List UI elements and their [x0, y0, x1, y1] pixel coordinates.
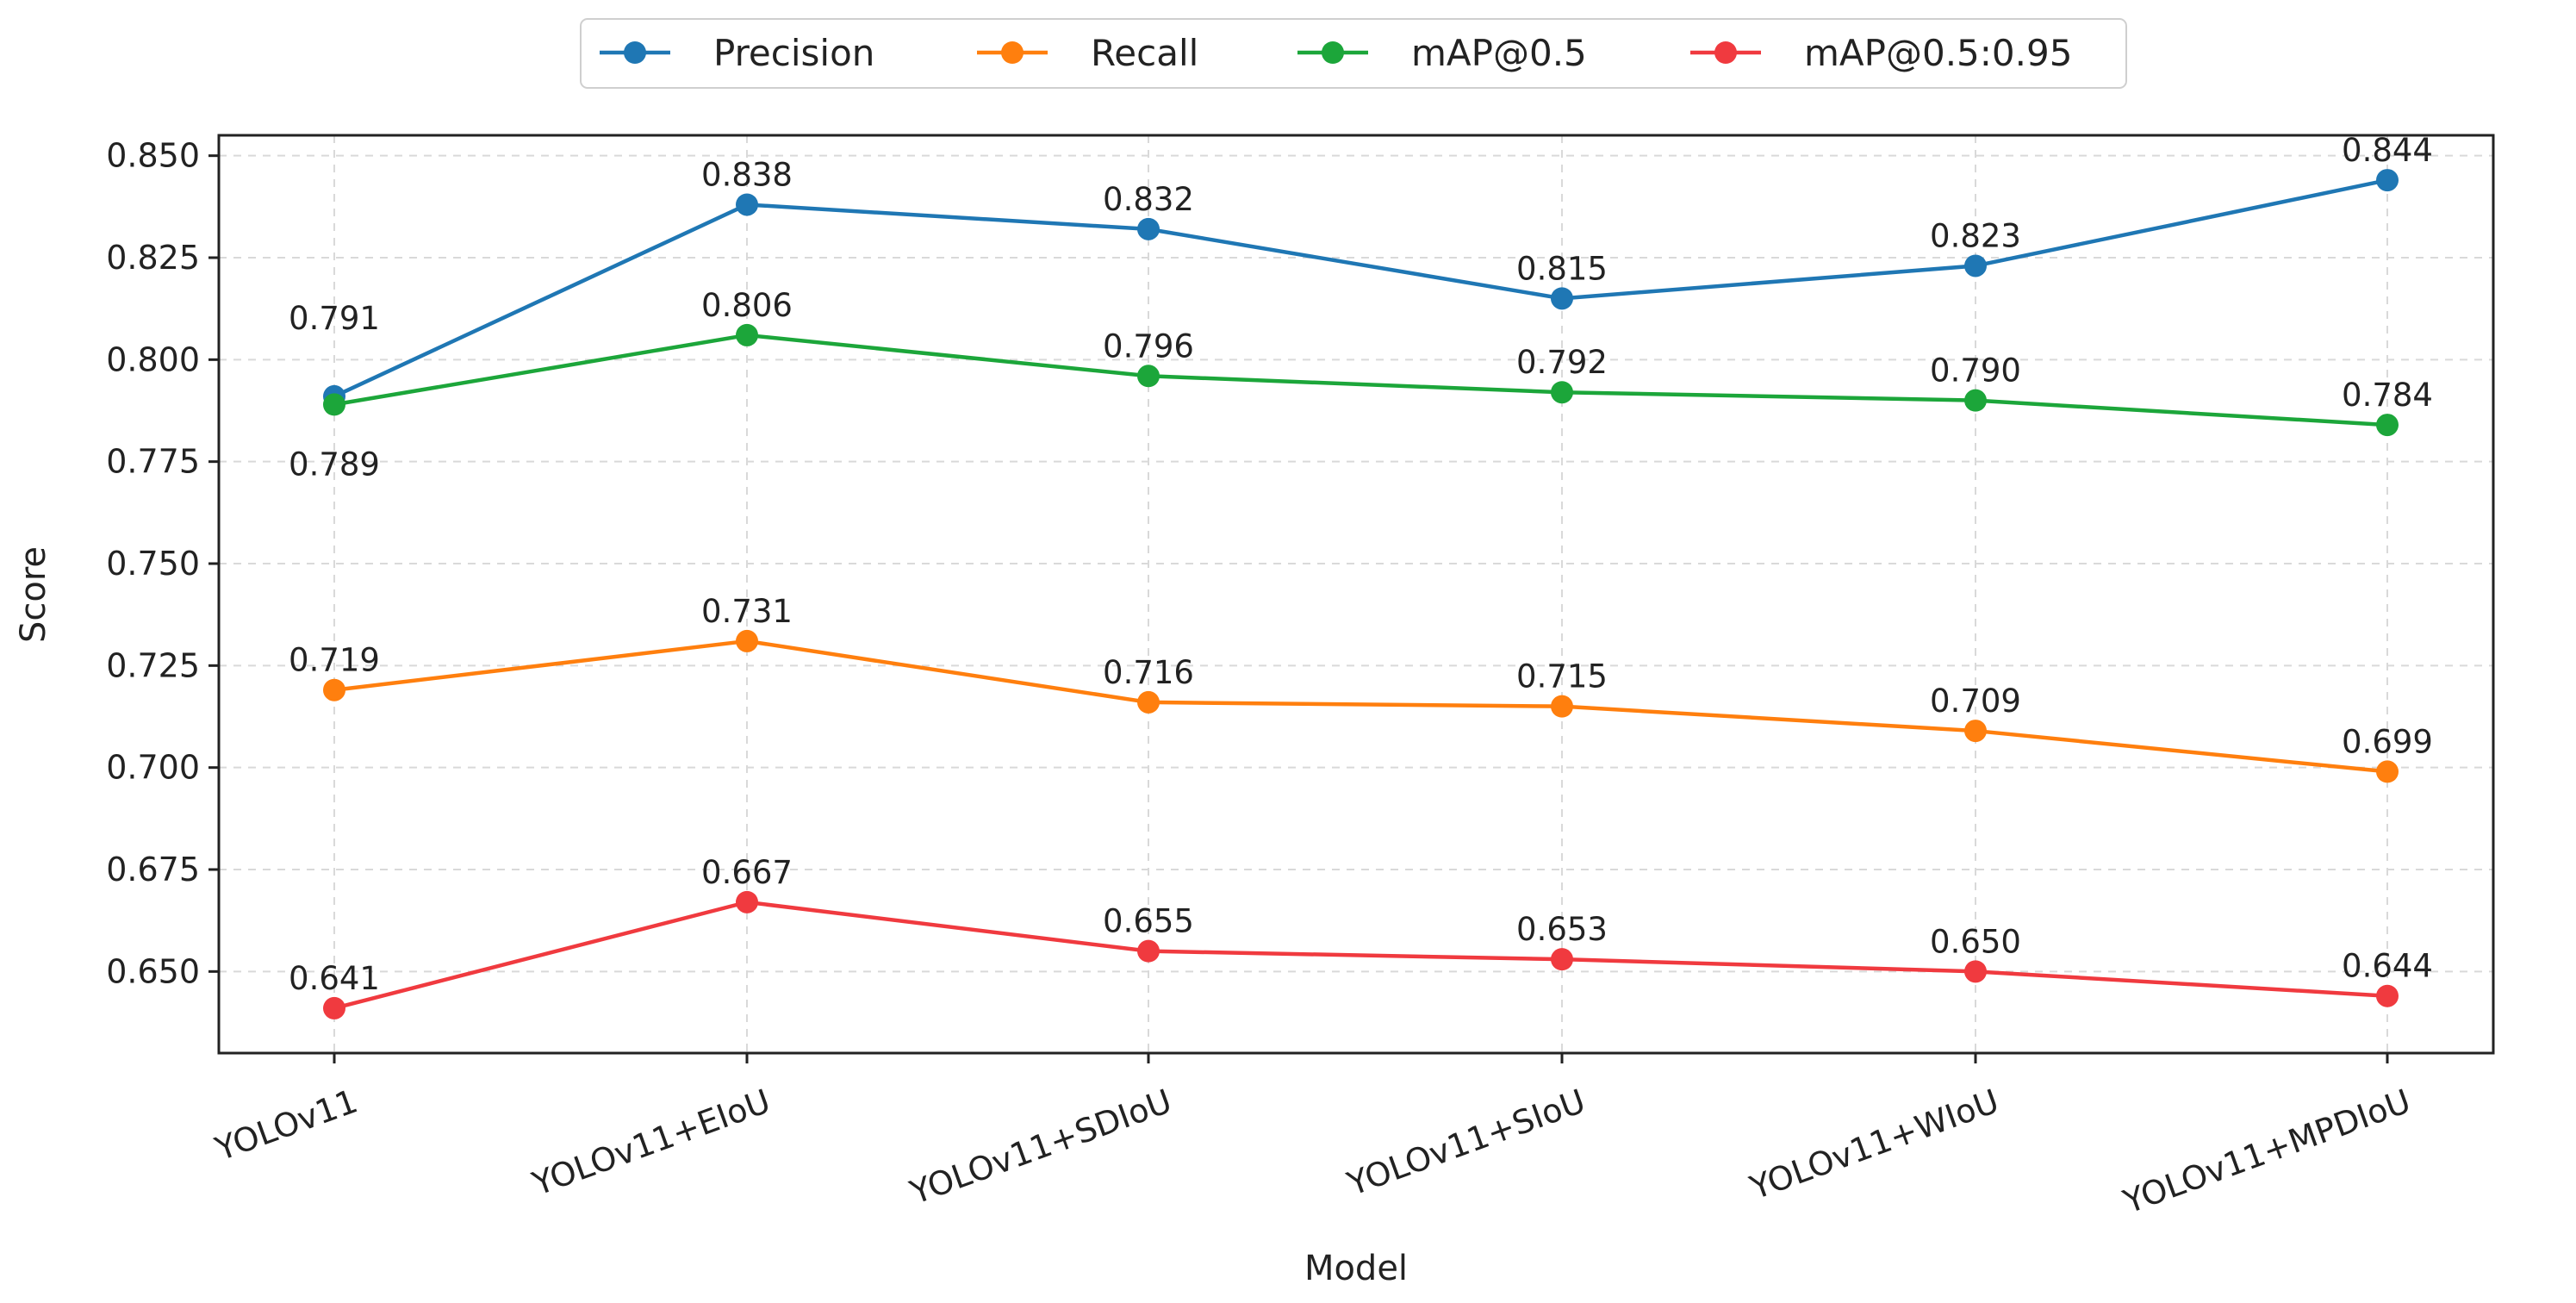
legend-label-recall: Recall: [1091, 32, 1198, 74]
y-tick-label: 0.650: [106, 952, 200, 990]
data-label-map-0-5: 0.792: [1516, 344, 1608, 381]
data-label-precision: 0.838: [701, 156, 793, 193]
data-label-recall: 0.709: [1930, 683, 2021, 720]
legend-marker-map-0-5: [1322, 41, 1344, 64]
y-tick-label: 0.675: [106, 851, 200, 888]
y-tick-label: 0.825: [106, 239, 200, 277]
data-point-map-0-5: [1137, 365, 1160, 388]
data-label-precision: 0.832: [1103, 181, 1194, 218]
data-label-precision: 0.815: [1516, 250, 1608, 287]
data-label-precision: 0.791: [289, 300, 380, 337]
data-point-map-0-5: [2376, 414, 2399, 437]
data-point-map-0-5: [1551, 381, 1573, 404]
y-tick-label: 0.775: [106, 443, 200, 481]
data-label-map-0-5-0-95: 0.655: [1103, 903, 1194, 940]
y-tick-label: 0.725: [106, 646, 200, 684]
data-label-layer: 0.791 0.838 0.832 0.815 0.823 0.844 0.719 0.731…: [289, 132, 2433, 997]
data-point-recall: [736, 629, 758, 652]
legend-label-precision: Precision: [713, 32, 874, 74]
x-tick-label: YOLOv11: [209, 1082, 362, 1168]
legend: Precision Recall mAP@0.5 mAP@0.5:0.95: [580, 18, 2127, 89]
series-layer: [323, 169, 2399, 1019]
series-line-precision: [333, 178, 2388, 398]
data-label-map-0-5: 0.784: [2342, 377, 2433, 414]
data-label-map-0-5: 0.796: [1103, 327, 1194, 365]
y-tick-label: 0.800: [106, 340, 200, 378]
legend-label-map-0-5-0-95: mAP@0.5:0.95: [1804, 32, 2072, 74]
data-point-map-0-5: [736, 323, 758, 346]
data-label-map-0-5-0-95: 0.650: [1930, 923, 2021, 960]
data-label-recall: 0.715: [1516, 658, 1608, 695]
legend-label-map-0-5: mAP@0.5: [1411, 32, 1587, 74]
data-point-map-0-5-0-95: [2376, 984, 2399, 1007]
grid-layer: [219, 135, 2493, 1053]
data-point-map-0-5: [323, 393, 345, 416]
legend-marker-map-0-5-0-95: [1714, 41, 1737, 64]
data-point-recall: [323, 678, 345, 701]
data-point-map-0-5-0-95: [1551, 948, 1573, 971]
y-axis-title: Score: [14, 546, 53, 643]
data-label-recall: 0.699: [2342, 723, 2433, 760]
data-point-map-0-5-0-95: [736, 890, 758, 913]
data-point-recall: [1137, 690, 1160, 714]
data-point-precision: [736, 193, 758, 216]
data-point-map-0-5: [1964, 389, 1987, 412]
data-label-recall: 0.716: [1103, 654, 1194, 691]
data-label-map-0-5-0-95: 0.644: [2342, 948, 2433, 985]
data-label-map-0-5-0-95: 0.653: [1516, 911, 1608, 948]
data-point-precision: [1964, 254, 1987, 277]
data-label-map-0-5-0-95: 0.641: [289, 960, 380, 997]
data-point-recall: [1964, 720, 1987, 743]
series-line-map-0-5: [333, 333, 2388, 427]
legend-marker-recall: [1001, 41, 1024, 64]
series-line-recall: [333, 639, 2388, 774]
y-tick-label: 0.850: [106, 137, 200, 175]
data-point-precision: [2376, 169, 2399, 192]
x-axis-title: Model: [1304, 1249, 1408, 1288]
x-tick-label: YOLOv11+SDIoU: [905, 1082, 1177, 1212]
series-line-map-0-5-0-95: [333, 900, 2388, 1011]
data-label-recall: 0.719: [289, 642, 380, 679]
x-tick-label: YOLOv11+SIoU: [1341, 1082, 1590, 1203]
axis-layer: 0.650 0.675 0.700 0.725 0.750 0.775 0.800 0.825…: [14, 134, 2495, 1288]
x-tick-label: YOLOv11+WIoU: [1745, 1082, 2004, 1206]
data-point-map-0-5-0-95: [1964, 960, 1987, 983]
data-point-recall: [2376, 760, 2399, 783]
data-point-map-0-5-0-95: [323, 996, 345, 1019]
x-tick-label: YOLOv11+EIoU: [526, 1082, 775, 1203]
x-tick-label: YOLOv11+MPDIoU: [2118, 1082, 2416, 1221]
data-label-map-0-5: 0.790: [1930, 352, 2021, 390]
y-tick-label: 0.750: [106, 545, 200, 583]
data-label-map-0-5: 0.789: [289, 446, 380, 483]
y-tick-label: 0.700: [106, 749, 200, 787]
data-label-map-0-5: 0.806: [701, 287, 793, 324]
legend-marker-precision: [624, 41, 646, 64]
data-label-map-0-5-0-95: 0.667: [701, 854, 793, 891]
data-point-map-0-5-0-95: [1137, 939, 1160, 963]
data-label-precision: 0.823: [1930, 217, 2021, 254]
plot-frame: [217, 134, 2495, 1055]
data-point-precision: [1551, 287, 1573, 310]
data-label-precision: 0.844: [2342, 132, 2433, 169]
data-point-precision: [1137, 217, 1160, 240]
data-label-recall: 0.731: [701, 593, 793, 630]
data-point-recall: [1551, 695, 1573, 718]
